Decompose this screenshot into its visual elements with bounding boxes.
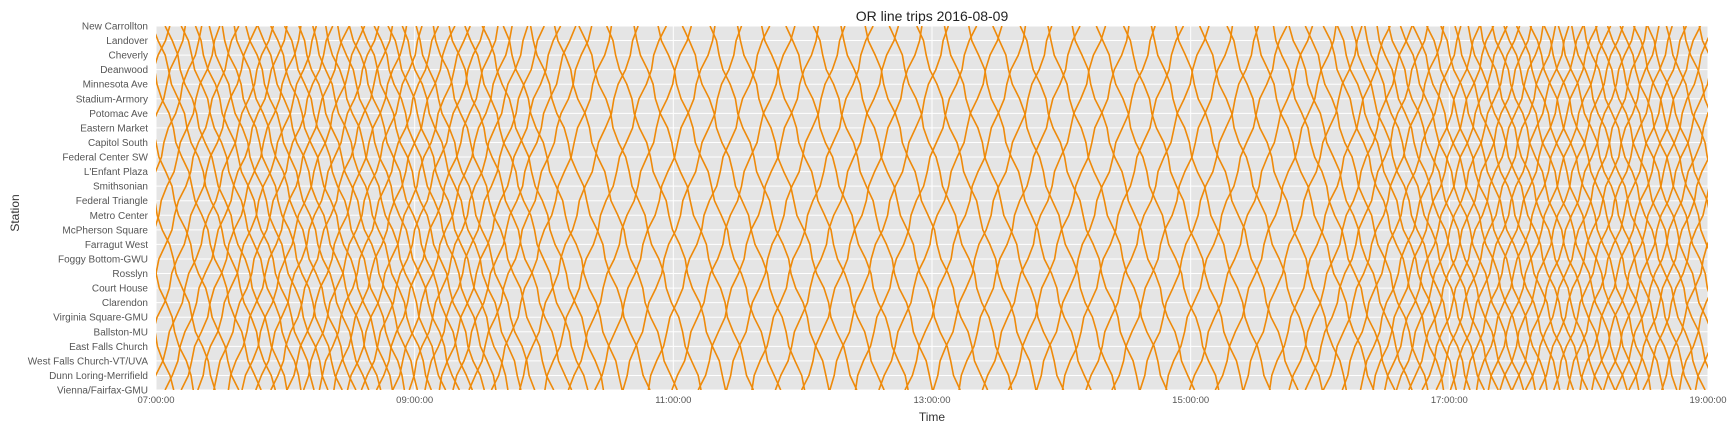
y-tick-label: Cheverly (109, 51, 148, 62)
y-tick-label: Vienna/Fairfax-GMU (57, 386, 148, 397)
x-tick-label: 09:00:00 (396, 395, 433, 406)
x-tick-label: 11:00:00 (655, 395, 691, 406)
y-axis-label: Station (8, 194, 22, 231)
y-tick-label: Smithsonian (93, 182, 148, 193)
y-tick-label: Capitol South (88, 138, 148, 149)
y-tick-label: Virginia Square-GMU (53, 313, 148, 324)
y-tick-label: McPherson Square (62, 225, 148, 236)
y-tick-label: Federal Center SW (62, 153, 148, 164)
y-tick-label: Clarendon (102, 298, 148, 309)
y-tick-label: Ballston-MU (94, 327, 148, 338)
y-tick-label: Rosslyn (112, 269, 148, 280)
y-tick-label: New Carrollton (82, 22, 148, 33)
y-tick-label: Stadium-Armory (76, 94, 148, 105)
x-tick-label: 15:00:00 (1172, 395, 1209, 406)
y-tick-label: West Falls Church-VT/UVA (28, 356, 149, 367)
y-tick-label: Deanwood (100, 65, 148, 76)
x-tick-label: 19:00:00 (1690, 395, 1727, 406)
y-tick-label: Federal Triangle (76, 196, 149, 207)
chart-title: OR line trips 2016-08-09 (856, 8, 1009, 24)
x-tick-label: 17:00:00 (1431, 395, 1468, 406)
y-tick-label: Potomac Ave (89, 109, 148, 120)
x-tick-label: 07:00:00 (138, 395, 175, 406)
y-tick-label: Landover (106, 36, 148, 47)
y-tick-label: Farragut West (85, 240, 148, 251)
trip-line-eastbound (1711, 26, 1728, 390)
y-tick-label: Foggy Bottom-GWU (58, 254, 148, 265)
y-tick-label: Dunn Loring-Merrifield (49, 371, 148, 382)
y-tick-label: Minnesota Ave (83, 80, 149, 91)
y-tick-label: Eastern Market (80, 123, 148, 134)
y-tick-label: L'Enfant Plaza (84, 167, 149, 178)
y-tick-label: Court House (92, 284, 149, 295)
y-tick-label: East Falls Church (69, 342, 148, 353)
x-tick-label: 13:00:00 (914, 395, 951, 406)
y-axis-tick-labels: New Carrollton Landover Cheverly Deanwood Mi… (28, 22, 149, 397)
y-tick-label: Metro Center (90, 211, 149, 222)
x-axis-label: Time (919, 410, 946, 424)
x-axis-tick-labels: 07:00:00 09:00:00 11:00:00 13:00:00 15:00:00… (138, 395, 1727, 406)
plot-area (47, 26, 1728, 390)
